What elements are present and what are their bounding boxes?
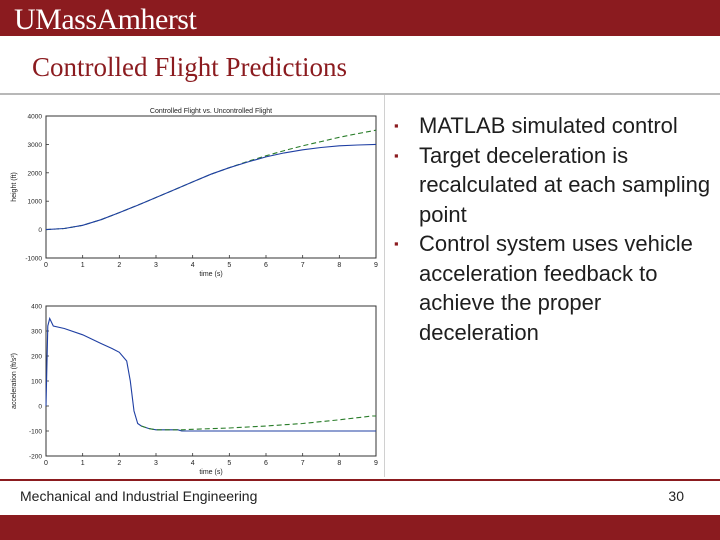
bullet-text: Control system uses vehicle acceleration… <box>419 231 693 345</box>
series-line-uncontrolled <box>141 415 376 431</box>
y-axis-label: height (ft) <box>11 172 18 202</box>
y-tick-label: 3000 <box>28 142 43 149</box>
x-tick-label: 6 <box>264 460 268 467</box>
slide-title: Controlled Flight Predictions <box>32 52 347 82</box>
y-axis-label: acceleration (ft/s²) <box>11 353 18 409</box>
y-tick-label: -200 <box>29 454 42 461</box>
x-tick-label: 3 <box>154 262 158 269</box>
footer-bar <box>0 515 720 540</box>
series-line-controlled <box>45 143 377 231</box>
y-tick-label: 300 <box>31 329 42 336</box>
series-line-uncontrolled <box>45 129 377 231</box>
y-tick-label: 100 <box>31 379 42 386</box>
y-tick-label: 4000 <box>28 114 43 121</box>
y-tick-label: 400 <box>31 304 42 311</box>
x-tick-label: 3 <box>154 460 158 467</box>
plot-frame <box>45 115 377 259</box>
x-tick-label: 7 <box>301 262 305 269</box>
x-tick-label: 8 <box>337 460 341 467</box>
y-tick-label: 0 <box>38 227 42 234</box>
x-tick-label: 6 <box>264 262 268 269</box>
series-line-controlled <box>45 316 376 432</box>
x-tick-label: 7 <box>301 460 305 467</box>
title-divider <box>0 93 720 95</box>
bullet-marker-icon: ▪ <box>394 118 399 133</box>
x-tick-label: 1 <box>81 460 85 467</box>
x-tick-label: 2 <box>117 460 121 467</box>
y-tick-label: -100 <box>29 429 42 436</box>
y-tick-label: 2000 <box>28 170 43 177</box>
x-tick-label: 9 <box>374 262 378 269</box>
umass-logo: UMassAmherst <box>14 3 197 36</box>
bullet-list: ▪ MATLAB simulated control ▪ Target decele… <box>394 111 714 347</box>
bullet-text: MATLAB simulated control <box>419 113 678 138</box>
title-area <box>0 36 720 96</box>
x-axis-label: time (s) <box>199 469 222 476</box>
x-tick-label: 0 <box>44 460 48 467</box>
y-tick-label: 1000 <box>28 199 43 206</box>
header-bar: UMassAmherst <box>0 0 720 36</box>
bullet-item: ▪ MATLAB simulated control <box>394 111 714 141</box>
x-tick-label: 4 <box>191 262 195 269</box>
x-tick-label: 8 <box>337 262 341 269</box>
chart-text-divider <box>384 95 385 477</box>
footer-divider <box>0 479 720 481</box>
x-tick-label: 5 <box>227 460 231 467</box>
bullet-marker-icon: ▪ <box>394 147 399 163</box>
bullet-text: Target deceleration is recalculated at e… <box>419 142 711 227</box>
acceleration-chart: 0 1 2 3 4 5 6 7 8 9 400 300 200 100 0 -100 -200 time (s) a… <box>6 292 382 477</box>
y-tick-label: 0 <box>38 404 42 411</box>
footer-text: Mechanical and Industrial Engineering <box>20 488 258 504</box>
bullet-marker-icon: ▪ <box>394 236 399 251</box>
x-tick-label: 2 <box>117 262 121 269</box>
x-tick-label: 4 <box>191 460 195 467</box>
x-tick-label: 9 <box>374 460 378 467</box>
y-tick-label: -1000 <box>25 256 42 263</box>
page-number: 30 <box>668 488 684 504</box>
y-tick-label: 200 <box>31 354 42 361</box>
x-axis-label: time (s) <box>199 271 222 278</box>
height-chart: Controlled Flight vs. Uncontrolled Fligh… <box>6 98 382 284</box>
x-tick-label: 1 <box>81 262 85 269</box>
chart-title: Controlled Flight vs. Uncontrolled Fligh… <box>150 108 272 115</box>
x-tick-label: 5 <box>227 262 231 269</box>
x-tick-label: 0 <box>44 262 48 269</box>
bullet-item: ▪ Control system uses vehicle acceleratio… <box>394 229 714 347</box>
bullet-item: ▪ Target deceleration is recalculated at … <box>394 141 714 230</box>
plot-frame <box>45 305 377 457</box>
